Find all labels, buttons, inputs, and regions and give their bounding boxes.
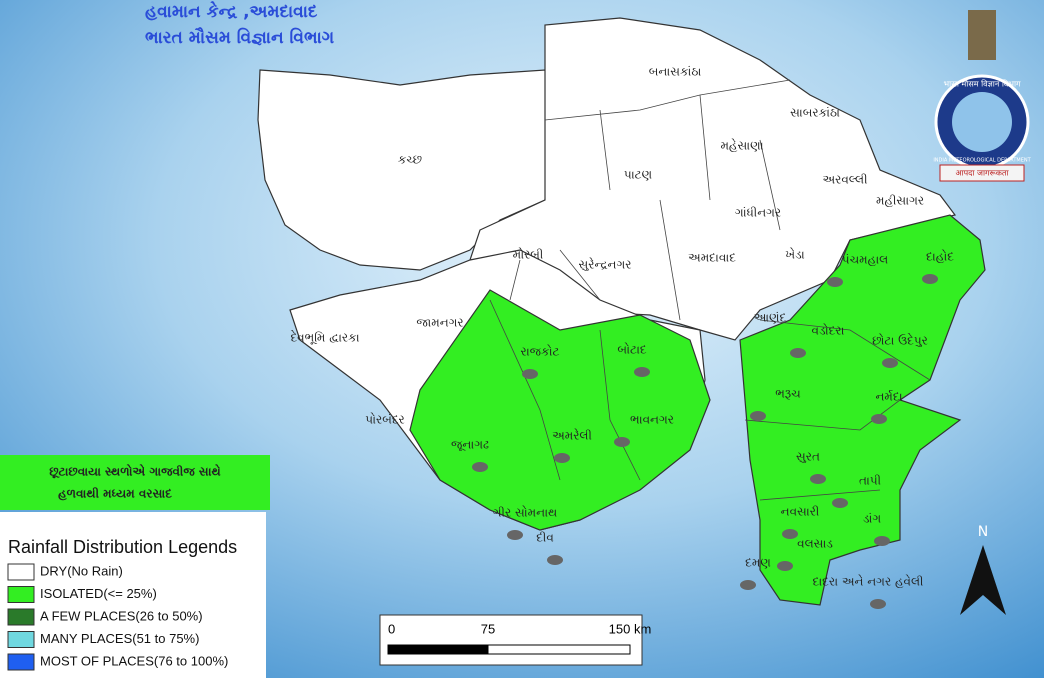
- east-isolated: [739, 214, 986, 606]
- district-label: આણંદ: [754, 311, 787, 325]
- thunder-icon: [871, 414, 887, 424]
- district-boundaries: [489, 79, 931, 501]
- thunder-icon: [827, 277, 843, 287]
- district-label: જામનગર: [416, 316, 463, 330]
- thunder-icon: [740, 580, 756, 590]
- district-label: પાટણ: [624, 168, 652, 182]
- legend-swatch: [7, 653, 35, 671]
- scale-dark: [387, 644, 489, 655]
- thunder-icon: [750, 411, 766, 421]
- thunder-icon: [870, 599, 886, 609]
- thunder-icon: [922, 274, 938, 284]
- legend-title: Rainfall Distribution Legends: [8, 537, 237, 557]
- thunder-icon: [874, 536, 890, 546]
- annotation-box: [0, 455, 270, 510]
- north-label: N: [978, 524, 988, 540]
- logo-motto: आपदा जागरूकता: [955, 169, 1009, 178]
- district-label: અમરેલી: [552, 428, 592, 442]
- legend-swatch: [7, 608, 35, 626]
- district-label: અરવલ્લી: [822, 173, 867, 187]
- district-label: દાહોદ: [926, 250, 954, 264]
- district-label: દેવભૂમિ દ્વારકા: [290, 330, 360, 346]
- thunder-icon: [472, 462, 488, 472]
- legend-label: MANY PLACES(51 to 75%): [40, 631, 199, 646]
- thunder-icon: [782, 529, 798, 539]
- district-label: નર્મદા: [875, 390, 902, 404]
- legend-label: MOST OF PLACES(76 to 100%): [40, 653, 228, 668]
- thunder-icon: [810, 474, 826, 484]
- emblem: [968, 10, 996, 60]
- imd-logo: भारत मौसम विज्ञान विभाग INDIA METEOROLOG…: [933, 10, 1032, 182]
- district-label: છોટા ઉદેપુર: [872, 333, 928, 348]
- district-label: અમદાવાદ: [688, 251, 736, 265]
- thunder-icon: [832, 498, 848, 508]
- thunder-icon: [882, 358, 898, 368]
- district-label: દમણ: [745, 556, 771, 570]
- logo-bottom: INDIA METEOROLOGICAL DEPARTMENT: [933, 158, 1031, 164]
- district-label: વલસાડ: [797, 537, 833, 551]
- district-label: જૂનાગઢ: [451, 438, 489, 453]
- thunder-icon: [554, 453, 570, 463]
- district-label: સુરત: [796, 450, 820, 464]
- district-label: ભાવનગર: [630, 413, 674, 427]
- district-label: નવસારી: [781, 505, 820, 519]
- district-label: પોરબંદર: [365, 413, 405, 427]
- district-label: પંચમહાલ: [842, 253, 888, 267]
- legend-label: ISOLATED(<= 25%): [40, 586, 157, 601]
- district-label: મહીસાગર: [876, 194, 924, 208]
- district-label: રાજકોટ: [521, 345, 560, 359]
- scale-label: 75: [481, 621, 495, 636]
- thunder-icon: [507, 530, 523, 540]
- district-label: વડોદરા: [812, 324, 845, 338]
- district-label: સાબરકાંઠા: [790, 106, 840, 120]
- district-label: દાદરા અને નગર હવેલી: [813, 574, 924, 588]
- district-label: બનાસકાંઠા: [649, 65, 702, 79]
- district-label: ગીર સોમનાથ: [493, 506, 558, 520]
- district-label: દીવ: [536, 531, 554, 545]
- thunder-icon: [634, 367, 650, 377]
- thunder-icon: [522, 369, 538, 379]
- scale-label: 0: [388, 621, 395, 636]
- logo-top: भारत मौसम विज्ञान विभाग: [943, 79, 1021, 89]
- district-label: ડાંગ: [863, 512, 882, 526]
- logo-ribbon: [939, 164, 1025, 182]
- thunder-icon: [777, 561, 793, 571]
- district-label: મોરબી: [513, 248, 544, 262]
- thunder-icon: [614, 437, 630, 447]
- district-label: ગાંધીનગર: [735, 206, 781, 220]
- legend-label: A FEW PLACES(26 to 50%): [40, 608, 203, 623]
- thunder-icon: [790, 348, 806, 358]
- north-arrow: [960, 545, 1006, 615]
- legend-swatch: [7, 563, 35, 581]
- header-line2: ભારત મૌસમ વિજ્ઞાન વિભાગ: [145, 26, 335, 48]
- scale-label: 150 km: [609, 621, 652, 636]
- legend-swatch: [7, 586, 35, 603]
- district-label: મહેસાણા: [720, 138, 763, 152]
- legend-swatch: [7, 631, 35, 648]
- legend-label: DRY(No Rain): [40, 563, 123, 578]
- district-label: ખેડા: [785, 247, 804, 261]
- scale-light: [487, 644, 631, 655]
- district-label: ભરૂચ: [775, 387, 801, 401]
- annotation-line2: હળવાથી મધ્યમ વરસાદ: [58, 486, 172, 501]
- header-line1: હવામાન કેન્દ્ર ,અમદાવાદ: [145, 0, 318, 22]
- logo-center: [952, 92, 1012, 152]
- district-label: કચ્છ: [398, 153, 422, 167]
- legend-box: [0, 512, 266, 678]
- annotation-line1: છૂટાછવાયા સ્થળોએ ગાજવીજ સાથે: [49, 463, 221, 480]
- thunder-icon: [547, 555, 563, 565]
- district-label: સુરેન્દ્રનગર: [579, 257, 632, 271]
- scale-box: [379, 614, 643, 666]
- district-label: બોટાદ: [617, 343, 647, 357]
- district-label: તાપી: [859, 474, 881, 488]
